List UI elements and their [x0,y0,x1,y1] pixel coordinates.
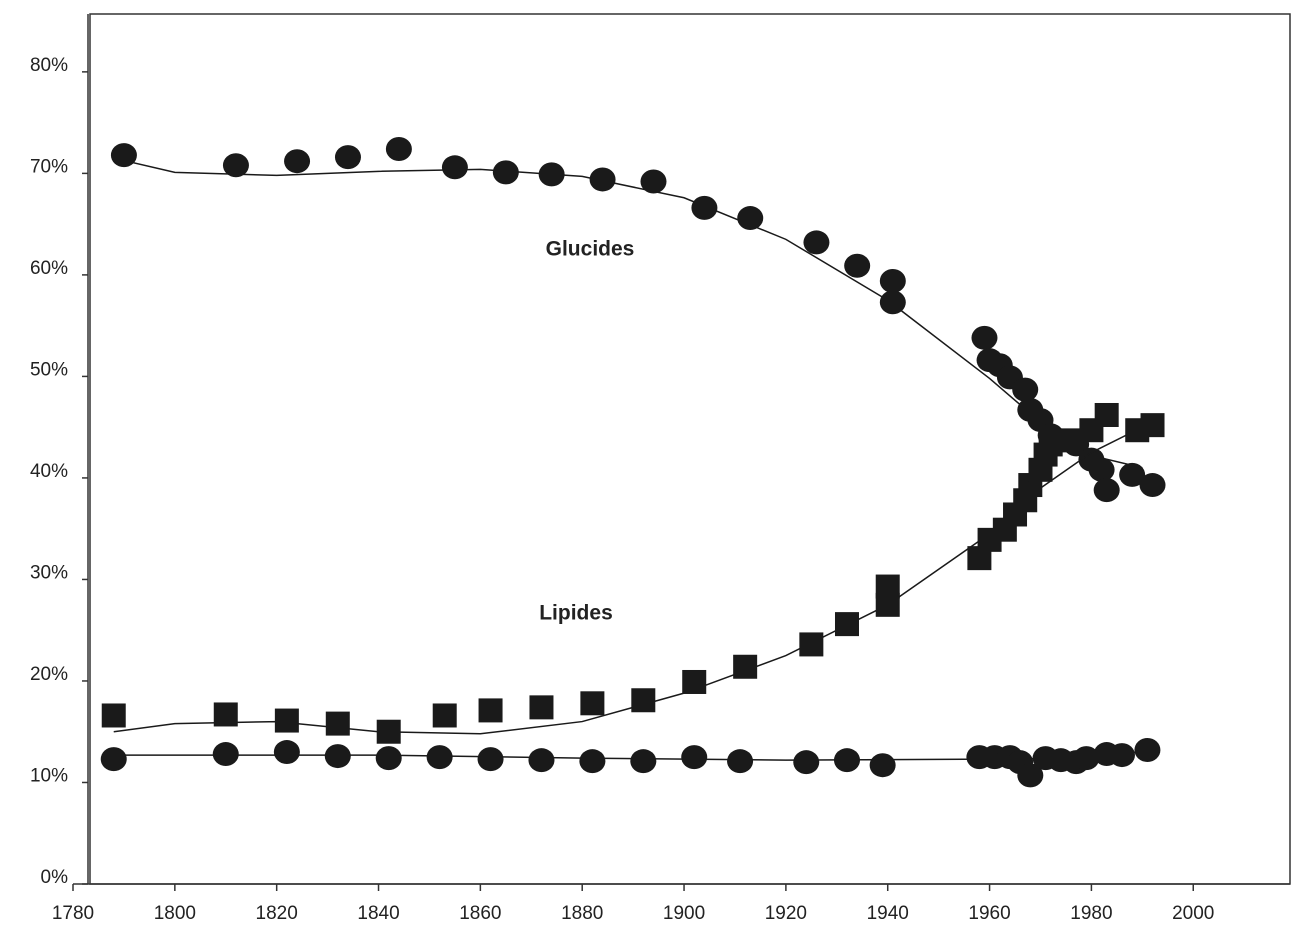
x-tick-label: 2000 [1172,903,1214,924]
square-marker [799,632,824,657]
circle-marker [1108,743,1135,768]
circle-marker [589,167,616,192]
circle-marker [284,149,311,174]
x-tick-label: 1980 [1070,903,1112,924]
circle-marker [869,753,896,778]
circle-marker [579,749,606,774]
trend-line [113,421,1153,735]
x-tick-label: 1860 [459,903,501,924]
square-marker [1038,432,1063,457]
y-tick-label: 20% [30,664,68,685]
circle-marker [528,748,555,773]
square-marker [376,719,401,744]
x-tick-label: 1780 [52,903,94,924]
circle-marker [538,162,565,187]
circle-marker [879,268,906,293]
square-marker [580,691,605,716]
circle-marker [691,195,718,220]
square-marker [1140,413,1165,438]
circle-marker [1093,478,1120,503]
circle-marker [879,290,906,315]
square-marker [478,698,503,723]
square-marker [213,702,238,727]
circle-marker [737,206,764,231]
circle-marker [385,137,412,162]
y-tick-label: 70% [30,156,68,177]
square-marker [274,708,299,733]
square-marker [101,703,126,728]
square-marker [834,612,859,637]
circle-marker [324,744,351,769]
x-tick-label: 1940 [867,903,909,924]
y-tick-label: 80% [30,55,68,76]
x-tick-label: 1900 [663,903,705,924]
x-tick-label: 1880 [561,903,603,924]
circle-marker [630,749,657,774]
circle-marker [1017,763,1044,788]
trend-line [113,157,1143,469]
series-label: Glucides [546,238,635,261]
circle-marker [375,746,402,771]
square-marker [682,669,707,694]
circle-marker [727,749,754,774]
square-marker [1059,428,1084,453]
circle-marker [426,745,453,770]
circle-marker [1012,377,1039,402]
circle-marker [844,253,871,278]
circle-marker [212,742,239,767]
x-tick-label: 1800 [154,903,196,924]
square-marker [631,688,656,713]
circle-marker [640,169,667,194]
square-marker [529,695,554,720]
circle-marker [1119,462,1146,487]
x-tick-label: 1840 [357,903,399,924]
circle-marker [100,747,127,772]
x-tick-label: 1920 [765,903,807,924]
circle-marker [803,230,830,255]
x-tick-label: 1960 [968,903,1010,924]
circle-marker [334,145,361,170]
circle-marker [681,745,708,770]
circle-marker [110,143,137,168]
y-tick-label: 10% [30,765,68,786]
square-marker [733,654,758,679]
square-marker [432,703,457,728]
y-tick-label: 50% [30,359,68,380]
series-label: Lipides [539,602,613,625]
circle-marker [492,160,519,185]
y-tick-label: 40% [30,461,68,482]
circle-marker [833,748,860,773]
circle-marker [441,155,468,180]
circle-marker [477,747,504,772]
circle-marker [222,153,249,178]
circle-marker [1088,457,1115,482]
y-tick-label: 30% [30,562,68,583]
square-marker [325,711,350,736]
square-marker [875,574,900,599]
circle-marker [273,740,300,765]
circle-marker [1139,473,1166,498]
circle-marker [971,325,998,350]
y-tick-label: 0% [41,867,69,888]
y-tick-label: 60% [30,258,68,279]
circle-marker [1073,746,1100,771]
circle-marker [1134,737,1161,762]
circle-marker [793,750,820,775]
square-marker [1094,402,1119,427]
x-tick-label: 1820 [256,903,298,924]
